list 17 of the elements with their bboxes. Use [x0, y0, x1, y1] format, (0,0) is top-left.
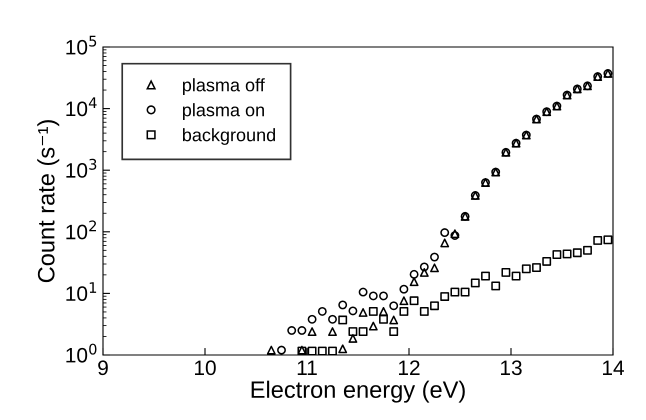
y-tick-label: 10$^{5}$ — [66, 36, 96, 55]
y-tick-label: 10$^{3}$ — [66, 158, 96, 178]
x-tick-label: 13 — [501, 360, 522, 376]
legend-label: plasma on — [182, 103, 264, 120]
y-tick-label: 10$^{2}$ — [66, 220, 96, 240]
x-tick-label: 10 — [195, 360, 216, 376]
y-tick-label: 10$^{0}$ — [66, 344, 96, 363]
y-tick-label: 10$^{4}$ — [66, 97, 97, 116]
y-tick-label: 10$^{1}$ — [66, 282, 96, 302]
x-tick-label: 12 — [399, 360, 420, 375]
x-tick-label: 9 — [98, 360, 108, 376]
x-tick-label: 11 — [298, 360, 317, 375]
y-axis-title: Count rate (s⁻¹) — [37, 120, 60, 282]
legend-label: background — [182, 128, 276, 145]
legend-label: plasma off — [182, 78, 265, 96]
x-axis-title: Electron energy (eV) — [252, 380, 465, 403]
x-tick-label: 14 — [603, 360, 624, 375]
